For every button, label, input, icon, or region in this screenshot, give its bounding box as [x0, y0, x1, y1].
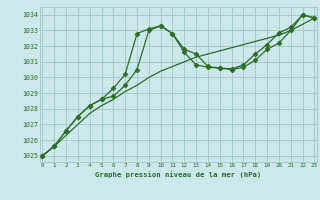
X-axis label: Graphe pression niveau de la mer (hPa): Graphe pression niveau de la mer (hPa)	[95, 171, 261, 178]
